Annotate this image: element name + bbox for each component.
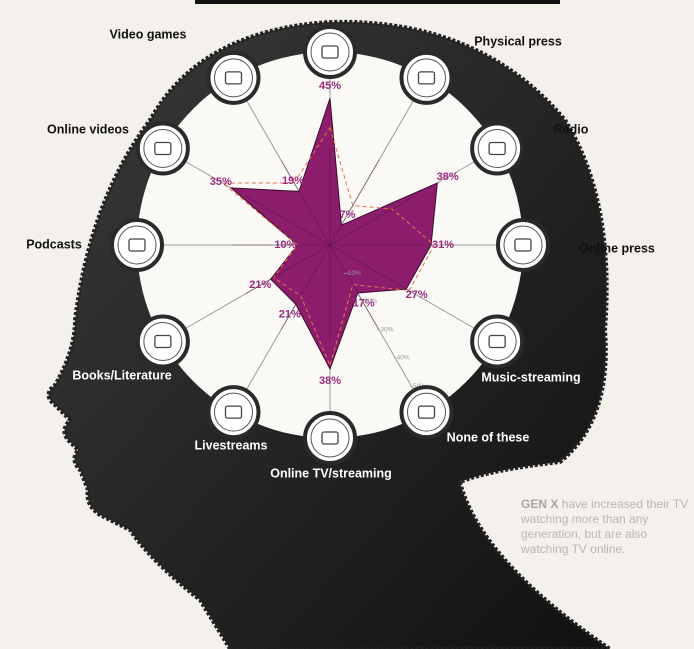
inner-spoke — [245, 195, 331, 246]
category-label: Online press — [579, 241, 655, 255]
category-label: Radio — [554, 122, 589, 136]
category-icon — [206, 385, 261, 440]
annotation: GEN X have increased their TV watching m… — [521, 497, 691, 557]
radar-area — [229, 98, 438, 371]
category-label: Books/Literature — [72, 368, 171, 382]
value-label: 35% — [210, 176, 232, 188]
category-label: Music-streaming — [481, 370, 580, 384]
category-icon — [135, 121, 190, 176]
category-icon — [303, 25, 357, 79]
icon-ring — [117, 225, 157, 265]
icon-ring — [503, 225, 543, 265]
icon-ring — [143, 129, 183, 168]
inner-spoke — [329, 244, 415, 295]
category-icon — [399, 385, 454, 440]
value-label: 21% — [249, 279, 271, 291]
category-label: Physical press — [474, 34, 562, 48]
top-bar — [195, 0, 560, 4]
icon-glyph — [417, 71, 436, 85]
icon-glyph — [128, 238, 146, 252]
value-label: 31% — [432, 239, 454, 251]
category-label: None of these — [447, 430, 530, 444]
icon-ring — [477, 322, 517, 361]
category-icon — [399, 50, 454, 105]
r-tick-label: 20% — [364, 298, 377, 305]
category-icon — [135, 314, 190, 369]
r-tick-label: 10% — [348, 270, 361, 277]
value-label: 17% — [353, 297, 375, 309]
value-label: 45% — [319, 80, 341, 92]
icon-glyph — [417, 405, 436, 419]
icon-ring — [407, 58, 446, 98]
inner-spoke — [245, 244, 331, 295]
icon-ring — [477, 129, 517, 168]
r-tick-label: 30% — [380, 326, 393, 333]
value-label: 7% — [339, 209, 355, 221]
category-icon — [496, 218, 550, 272]
annotation-lead: GEN X — [521, 497, 559, 511]
category-icon — [470, 314, 525, 369]
value-label: 38% — [437, 171, 459, 183]
icon-ring — [143, 322, 183, 361]
value-label: 10% — [274, 239, 296, 251]
category-label: Podcasts — [26, 237, 82, 251]
icon-glyph — [224, 405, 243, 419]
category-icon — [110, 218, 164, 272]
category-icon — [303, 411, 357, 465]
r-tick-label: 40% — [397, 355, 410, 362]
category-label: Video games — [110, 27, 187, 41]
category-icon — [206, 50, 261, 105]
icon-glyph — [224, 71, 243, 85]
icon-glyph — [321, 431, 339, 445]
category-label: Livestreams — [195, 438, 268, 452]
icon-ring — [214, 392, 253, 432]
category-label: Online TV/streaming — [270, 466, 392, 480]
icon-glyph — [488, 141, 506, 156]
icon-ring — [310, 418, 350, 458]
inner-spoke — [329, 195, 415, 246]
value-label: 27% — [406, 289, 428, 301]
icon-glyph — [488, 334, 506, 349]
category-label: Online videos — [47, 122, 129, 136]
icon-ring — [407, 392, 446, 432]
icon-ring — [214, 58, 253, 98]
inner-spoke — [280, 160, 331, 246]
category-icon — [470, 121, 525, 176]
icon-glyph — [321, 45, 339, 59]
value-label: 19% — [282, 175, 304, 187]
icon-glyph — [154, 141, 172, 156]
icon-ring — [310, 32, 350, 72]
inner-spoke — [280, 244, 331, 330]
icon-glyph — [514, 238, 532, 252]
inner-spoke — [329, 160, 380, 246]
value-label: 38% — [319, 375, 341, 387]
inner-spoke — [329, 244, 380, 330]
icon-glyph — [154, 334, 172, 349]
annotation-text: have increased their TV watching more th… — [521, 497, 689, 556]
value-label: 21% — [279, 309, 301, 321]
